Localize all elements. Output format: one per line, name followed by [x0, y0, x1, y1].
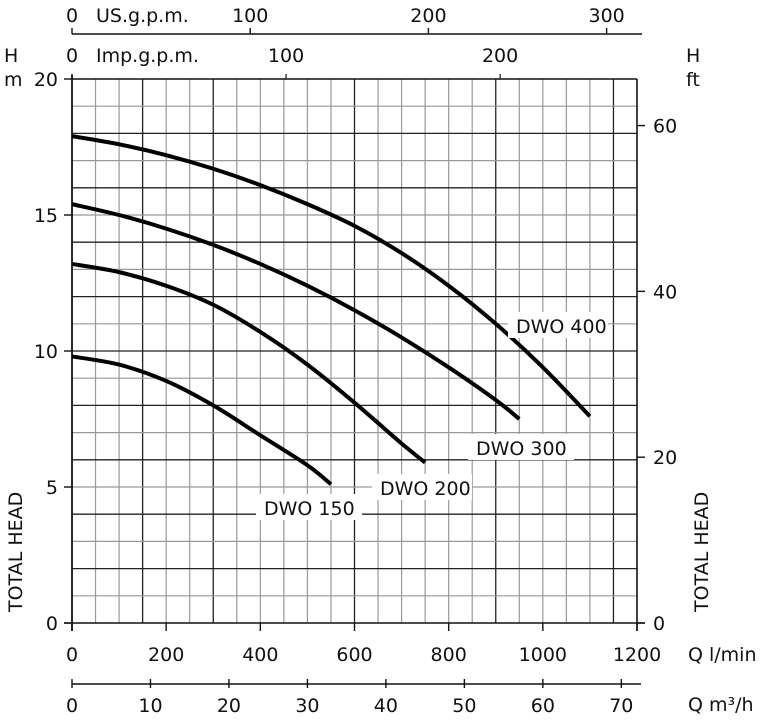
curve-dwo-200 [71, 261, 427, 465]
imp-gpm-label: Imp.g.p.m. [96, 45, 199, 67]
y-tick-label: 5 [46, 477, 58, 499]
h-left-label: H [4, 45, 18, 67]
m3h-tick-label: 60 [531, 695, 555, 717]
total-head-right: TOTAL HEAD [691, 492, 713, 613]
series-label-dwo150: DWO 150 [264, 498, 355, 520]
curves [71, 134, 592, 486]
us-gpm-tick-label: 300 [588, 5, 624, 27]
y-tick-label: 0 [46, 613, 58, 635]
q-lmin-label: Q l/min [688, 644, 757, 666]
us-gpm-tick-label: 0 [66, 5, 78, 27]
m3h-tick-label: 10 [138, 695, 162, 717]
ft-tick-label: 20 [653, 447, 677, 469]
ft-tick-label: 60 [653, 116, 677, 138]
series-label-dwo200: DWO 200 [380, 478, 471, 500]
x-tick-label: 0 [66, 644, 78, 666]
x-tick-label: 600 [336, 644, 372, 666]
imp-gpm-tick-label: 0 [66, 45, 78, 67]
curve-dwo-400 [71, 134, 592, 418]
m3h-tick-label: 50 [452, 695, 476, 717]
curve-dwo-300 [71, 202, 521, 421]
x-tick-label: 800 [431, 644, 467, 666]
m3h-tick-label: 20 [217, 695, 241, 717]
x-tick-label: 400 [242, 644, 278, 666]
y-tick-label: 20 [34, 69, 58, 91]
us-gpm-tick-label: 100 [232, 5, 268, 27]
axis-labels: US.g.p.m. Imp.g.p.m. H m H ft Q l/min Q … [4, 5, 757, 717]
m-left-label: m [4, 69, 23, 91]
y-tick-label: 15 [34, 205, 58, 227]
q-m3h-label: Q m³/h [688, 694, 754, 716]
curve-dwo-150 [71, 354, 333, 486]
x-tick-label: 1000 [519, 644, 567, 666]
us-gpm-label: US.g.p.m. [96, 5, 189, 27]
ft-right-label: ft [686, 69, 700, 91]
series-label-dwo400: DWO 400 [516, 316, 607, 338]
x-tick-label: 200 [148, 644, 184, 666]
us-gpm-tick-label: 200 [410, 5, 446, 27]
series-label-dwo300: DWO 300 [476, 438, 567, 460]
m3h-tick-label: 0 [66, 695, 78, 717]
grid [72, 79, 637, 623]
m3h-tick-label: 30 [295, 695, 319, 717]
imp-gpm-tick-label: 100 [268, 45, 304, 67]
imp-gpm-tick-label: 200 [482, 45, 518, 67]
ft-tick-label: 0 [653, 613, 665, 635]
series-labels: DWO 400 DWO 300 DWO 200 DWO 150 [256, 312, 608, 520]
y-tick-label: 10 [34, 341, 58, 363]
x-tick-label: 1200 [613, 644, 661, 666]
m3h-tick-label: 40 [374, 695, 398, 717]
m3h-tick-label: 70 [609, 695, 633, 717]
h-right-label: H [686, 45, 700, 67]
total-head-left: TOTAL HEAD [5, 492, 27, 613]
ft-tick-label: 40 [653, 281, 677, 303]
axes [64, 28, 645, 688]
